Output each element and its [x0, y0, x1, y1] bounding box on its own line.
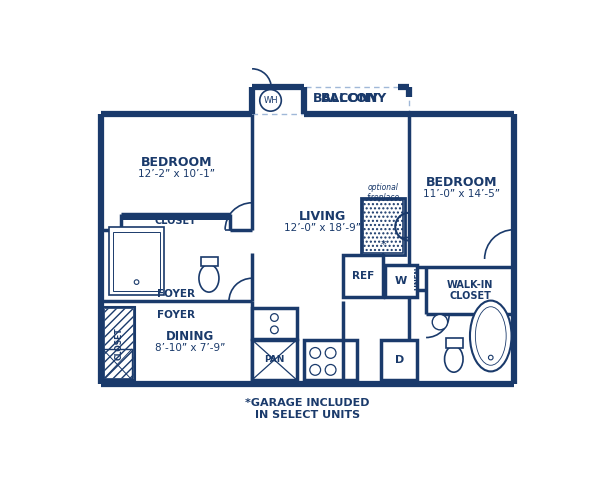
- Text: BEDROOM: BEDROOM: [141, 156, 212, 169]
- Circle shape: [488, 355, 493, 360]
- Text: LIVING: LIVING: [299, 210, 347, 223]
- Bar: [113, 232, 160, 291]
- Bar: [343, 255, 383, 297]
- Bar: [446, 338, 463, 347]
- Bar: [252, 87, 409, 114]
- Bar: [385, 265, 417, 297]
- Text: 8’-10” x 7’-9”: 8’-10” x 7’-9”: [155, 343, 226, 352]
- Text: FOYER: FOYER: [157, 289, 196, 298]
- Bar: [104, 308, 133, 378]
- Text: D: D: [395, 355, 404, 365]
- Text: REF: REF: [352, 271, 374, 281]
- Bar: [122, 215, 229, 221]
- Text: CLOSET: CLOSET: [115, 327, 124, 360]
- Text: 11’-0” x 14’-5”: 11’-0” x 14’-5”: [423, 189, 500, 198]
- Text: BEDROOM: BEDROOM: [426, 175, 497, 189]
- Circle shape: [260, 90, 281, 111]
- Ellipse shape: [470, 300, 512, 371]
- Text: 12’-0” x 18’-9”: 12’-0” x 18’-9”: [284, 223, 361, 233]
- Bar: [103, 307, 135, 380]
- Bar: [252, 308, 297, 339]
- Circle shape: [271, 314, 278, 321]
- Text: FOYER: FOYER: [157, 310, 196, 320]
- Text: WH: WH: [263, 96, 278, 105]
- Bar: [252, 340, 297, 380]
- Bar: [109, 227, 164, 295]
- Text: W: W: [395, 276, 407, 286]
- Text: PAN: PAN: [264, 355, 284, 365]
- Circle shape: [310, 347, 320, 358]
- Text: BALCONY: BALCONY: [313, 92, 379, 105]
- Bar: [361, 198, 405, 255]
- Text: *GARAGE INCLUDED
IN SELECT UNITS: *GARAGE INCLUDED IN SELECT UNITS: [245, 398, 370, 420]
- Bar: [103, 349, 132, 380]
- Circle shape: [325, 347, 336, 358]
- Circle shape: [134, 280, 139, 284]
- Circle shape: [310, 365, 320, 375]
- Ellipse shape: [199, 265, 219, 292]
- Bar: [304, 340, 357, 380]
- Circle shape: [271, 326, 278, 334]
- Text: WALK-IN
CLOSET: WALK-IN CLOSET: [447, 280, 493, 301]
- Ellipse shape: [432, 315, 448, 330]
- Text: DINING: DINING: [166, 329, 215, 343]
- Text: CLOSET: CLOSET: [155, 216, 197, 225]
- Bar: [382, 340, 417, 380]
- Text: *: *: [380, 240, 386, 250]
- Circle shape: [325, 365, 336, 375]
- Bar: [201, 257, 218, 266]
- Bar: [363, 200, 403, 253]
- Text: BALCONY: BALCONY: [320, 92, 387, 105]
- Ellipse shape: [445, 346, 463, 372]
- Text: 12’-2” x 10’-1”: 12’-2” x 10’-1”: [138, 170, 215, 179]
- Text: optional
fireplace: optional fireplace: [367, 183, 400, 202]
- Text: LINEN: LINEN: [415, 267, 421, 290]
